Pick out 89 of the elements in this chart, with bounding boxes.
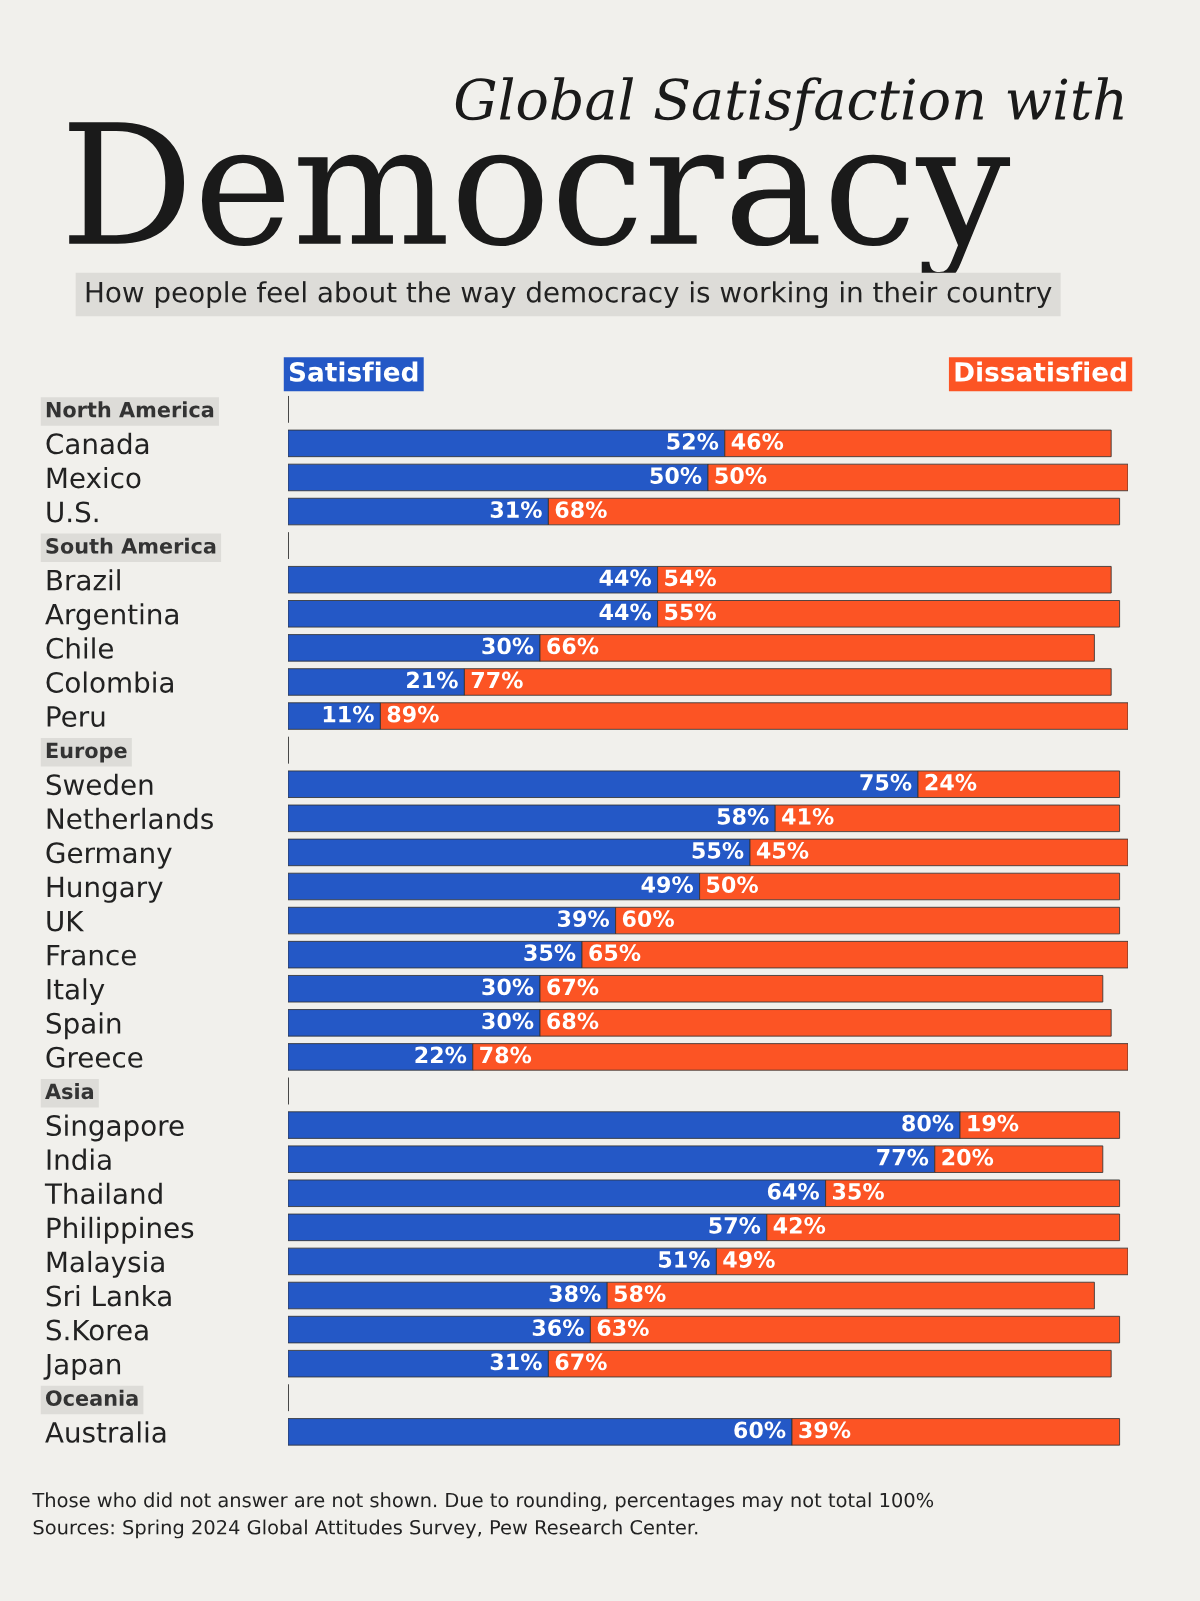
data-label: 54%	[665, 569, 716, 587]
y-tick-label: Sri Lanka	[46, 1284, 171, 1307]
data-label: 51%	[659, 1251, 710, 1268]
y-tick-label: Europe	[46, 742, 127, 763]
data-label: 52%	[667, 433, 719, 450]
data-label: 44%	[599, 603, 652, 621]
data-label: 67%	[547, 978, 599, 996]
y-tick-label: Oceania	[45, 1389, 138, 1406]
y-tick-label: France	[47, 944, 136, 966]
data-label: 45%	[756, 842, 809, 859]
y-tick-label: Argentina	[45, 603, 178, 631]
data-label: 49%	[641, 876, 694, 893]
data-label: 30%	[482, 637, 534, 655]
chart-subtitle: How people feel about the way democracy is working in their country	[86, 281, 1052, 309]
data-label: 35%	[524, 944, 576, 962]
data-label: 49%	[723, 1251, 775, 1268]
data-label: 46%	[731, 433, 784, 450]
data-label: 89%	[387, 705, 439, 723]
y-tick-label: North America	[46, 401, 214, 418]
data-label: 36%	[532, 1319, 584, 1337]
y-tick-label: India	[47, 1148, 111, 1171]
y-tick-label: S.Korea	[46, 1319, 148, 1341]
y-tick-label: South America	[46, 537, 216, 554]
data-label: 55%	[665, 603, 716, 621]
data-label: 24%	[925, 773, 977, 791]
data-label: 67%	[555, 1353, 607, 1371]
y-tick-label: Philippines	[47, 1216, 194, 1244]
y-tick-label: Greece	[46, 1046, 143, 1068]
data-label: 21%	[407, 671, 458, 689]
data-label: 42%	[773, 1216, 826, 1234]
y-tick-label: U.S.	[47, 501, 98, 523]
data-label: 50%	[707, 876, 758, 893]
y-tick-label: Australia	[45, 1421, 166, 1443]
y-tick-label: Malaysia	[47, 1250, 164, 1278]
y-tick-label: Asia	[45, 1083, 94, 1100]
text: Those who did not answer are not shown. Due to rounding, percentages may not total 100%	[32, 1492, 934, 1512]
y-tick-label: Italy	[47, 978, 105, 1006]
data-label: 11%	[323, 705, 374, 723]
data-label: 31%	[490, 1353, 542, 1371]
data-label: 50%	[650, 467, 702, 484]
data-label: 60%	[734, 1421, 786, 1439]
data-label: 78%	[480, 1046, 532, 1064]
data-label: 58%	[614, 1285, 666, 1302]
data-label: 77%	[877, 1148, 929, 1166]
data-label: 50%	[715, 467, 767, 484]
data-label: 22%	[415, 1046, 467, 1064]
data-label: 80%	[902, 1114, 954, 1132]
y-tick-label: Hungary	[47, 876, 163, 903]
y-tick-label: Peru	[47, 706, 105, 728]
chart-title: Global Satisfaction with Democracy	[69, 77, 1123, 281]
data-label: 68%	[555, 501, 607, 518]
data-label: 20%	[942, 1148, 994, 1166]
y-tick-label: Singapore	[46, 1114, 184, 1142]
data-label: 30%	[482, 978, 534, 996]
y-tick-label: Japan	[43, 1353, 121, 1381]
data-label: 44%	[599, 569, 652, 587]
y-tick-label: Thailand	[44, 1182, 162, 1205]
series-label: Satisfied	[289, 361, 418, 382]
data-label: 75%	[860, 773, 912, 791]
data-label: 64%	[767, 1182, 820, 1200]
data-label: 77%	[471, 671, 523, 689]
data-label: 19%	[968, 1114, 1019, 1132]
y-tick-label: Sweden	[46, 773, 153, 796]
data-label: 55%	[692, 842, 744, 859]
y-tick-label: Brazil	[47, 569, 120, 591]
data-label: 65%	[589, 944, 641, 962]
data-label: 31%	[490, 501, 542, 518]
data-label: 66%	[547, 637, 599, 655]
source-note: Sources: Spring 2024 Global Attitudes Survey, Pew Research Center.	[33, 1519, 698, 1539]
data-label: 35%	[832, 1182, 884, 1200]
data-label: 39%	[558, 910, 610, 928]
data-label: 60%	[622, 910, 674, 928]
data-label: 38%	[549, 1285, 601, 1302]
y-tick-label: Germany	[46, 842, 172, 869]
data-label: 41%	[782, 807, 834, 825]
y-tick-label: Spain	[46, 1012, 121, 1040]
y-tick-label: Colombia	[46, 671, 173, 693]
data-label: 57%	[709, 1216, 761, 1234]
y-tick-label: Chile	[46, 637, 113, 659]
data-label: 68%	[547, 1012, 599, 1030]
data-label: 63%	[597, 1319, 649, 1337]
data-label: 58%	[717, 807, 769, 825]
data-label: 39%	[799, 1421, 851, 1439]
data-label: 30%	[482, 1012, 534, 1030]
y-tick-label: Mexico	[47, 466, 141, 489]
series-label: Dissatisfied	[955, 361, 1126, 382]
y-tick-label: Netherlands	[47, 807, 213, 830]
y-tick-label: UK	[47, 910, 85, 932]
y-tick-label: Canada	[46, 432, 149, 455]
